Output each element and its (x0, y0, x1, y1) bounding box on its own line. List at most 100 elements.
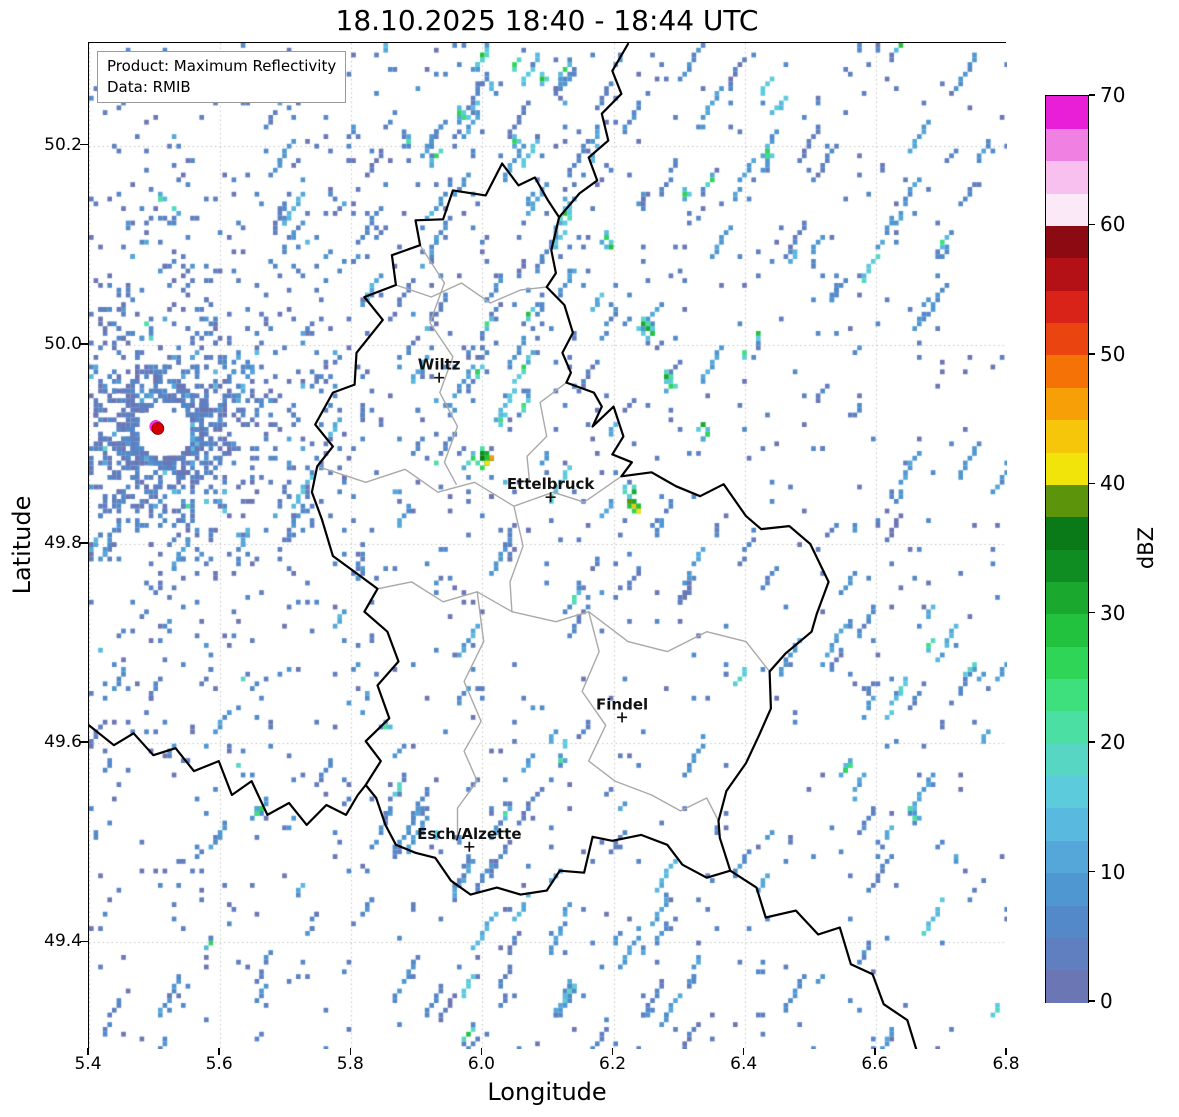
x-tick-mark (1005, 1048, 1007, 1055)
colorbar-band (1046, 128, 1088, 162)
colorbar-band (1046, 678, 1088, 712)
colorbar-tick-label: 40 (1100, 471, 1126, 496)
map-overlay: Wiltz Ettelbruck Findel Esch/Alzette (89, 43, 918, 1049)
city-marker: Esch/Alzette (417, 825, 522, 852)
colorbar-tick-mark (1089, 223, 1095, 226)
colorbar-band (1046, 872, 1088, 906)
colorbar-band (1046, 484, 1088, 518)
colorbar-band (1046, 290, 1088, 324)
x-axis-label: Longitude (487, 1078, 607, 1106)
x-tick-mark (349, 1048, 352, 1055)
colorbar-band (1046, 646, 1088, 680)
colorbar-tick-mark (1089, 1000, 1095, 1002)
colorbar-tick-label: 10 (1100, 859, 1126, 884)
product-annotation: Product: Maximum Reflectivity Data: RMIB (97, 51, 347, 104)
colorbar-band (1046, 743, 1088, 777)
colorbar-tick-label: 0 (1100, 989, 1113, 1013)
colorbar (1045, 95, 1089, 1003)
radar-echo-layer (89, 43, 1007, 1049)
colorbar-band (1046, 354, 1088, 388)
y-tick-mark (80, 542, 88, 544)
x-tick-label: 5.4 (74, 1054, 102, 1074)
x-tick-mark (742, 1048, 745, 1055)
city-label: Esch/Alzette (417, 825, 521, 843)
district-border (526, 381, 568, 483)
city-marker: Wiltz (418, 356, 461, 383)
colorbar-tick-label: 20 (1100, 730, 1126, 755)
colorbar-band (1046, 322, 1088, 356)
city-marker: Ettelbruck (507, 475, 596, 503)
colorbar-tick-label: 70 (1100, 83, 1126, 107)
colorbar-band (1046, 549, 1088, 582)
x-tick-mark (218, 1048, 220, 1055)
city-plus-icon (464, 841, 475, 852)
colorbar-tick-label: 30 (1100, 600, 1126, 625)
colorbar-band (1046, 775, 1088, 809)
city-label: Findel (596, 695, 648, 713)
x-tick-label: 6.0 (467, 1054, 495, 1074)
y-tick-mark (80, 940, 88, 943)
y-tick-label: 50.2 (44, 134, 82, 155)
colorbar-tick-mark (1089, 482, 1095, 485)
colorbar-tick-mark (1089, 353, 1095, 355)
city-marker: Findel (596, 695, 648, 723)
district-border (395, 282, 548, 304)
figure-title: 18.10.2025 18:40 - 18:44 UTC (335, 4, 759, 37)
y-tick-label: 50.0 (44, 333, 82, 354)
colorbar-tick-mark (1089, 94, 1095, 96)
x-tick-label: 6.2 (599, 1054, 627, 1074)
x-tick-label: 6.8 (992, 1054, 1020, 1074)
country-border (558, 43, 630, 219)
x-tick-mark (480, 1048, 483, 1055)
y-tick-mark (80, 143, 88, 146)
colorbar-band (1046, 581, 1088, 615)
colorbar-tick-mark (1089, 611, 1095, 614)
colorbar-band (1046, 160, 1088, 194)
x-tick-mark (87, 1048, 89, 1055)
colorbar-band (1046, 710, 1088, 744)
colorbar-band (1046, 225, 1088, 259)
colorbar-band (1046, 451, 1088, 485)
colorbar-band (1046, 193, 1088, 227)
colorbar-band (1046, 419, 1088, 453)
city-label: Ettelbruck (507, 475, 596, 493)
y-tick-label: 49.6 (44, 732, 82, 753)
colorbar-band (1046, 840, 1088, 874)
city-plus-icon (434, 372, 445, 383)
colorbar-band (1046, 96, 1088, 129)
data-source-line: Data: RMIB (107, 77, 191, 96)
country-border (89, 724, 367, 826)
city-plus-icon (617, 712, 628, 723)
colorbar-band (1046, 387, 1088, 421)
y-tick-label: 49.8 (44, 533, 82, 553)
district-border (456, 591, 485, 844)
country-border (310, 162, 830, 896)
map-plot: Wiltz Ettelbruck Findel Esch/Alzette Produc… (88, 42, 1007, 1049)
colorbar-label: dBZ (1134, 526, 1158, 570)
colorbar-band (1046, 613, 1088, 647)
district-border (316, 465, 623, 507)
radar-site-dot (151, 422, 165, 435)
colorbar-band (1046, 937, 1088, 971)
city-plus-icon (545, 492, 556, 503)
colorbar-band (1046, 904, 1088, 938)
colorbar-tick-mark (1089, 741, 1095, 743)
x-tick-label: 5.8 (336, 1054, 364, 1074)
y-tick-mark (80, 343, 88, 345)
y-tick-label: 49.4 (44, 931, 82, 952)
product-line: Product: Maximum Reflectivity (107, 57, 337, 75)
x-tick-mark (611, 1048, 614, 1055)
colorbar-band (1046, 969, 1088, 1003)
district-border (581, 611, 720, 822)
colorbar-band (1046, 516, 1088, 550)
colorbar-tick-mark (1089, 870, 1095, 873)
colorbar-band (1046, 257, 1088, 291)
city-label: Wiltz (418, 356, 461, 374)
district-border (376, 581, 771, 673)
district-border (509, 505, 524, 613)
district-border (419, 244, 459, 485)
colorbar-band (1046, 807, 1088, 841)
x-tick-mark (874, 1048, 876, 1055)
x-tick-label: 6.6 (861, 1054, 889, 1074)
